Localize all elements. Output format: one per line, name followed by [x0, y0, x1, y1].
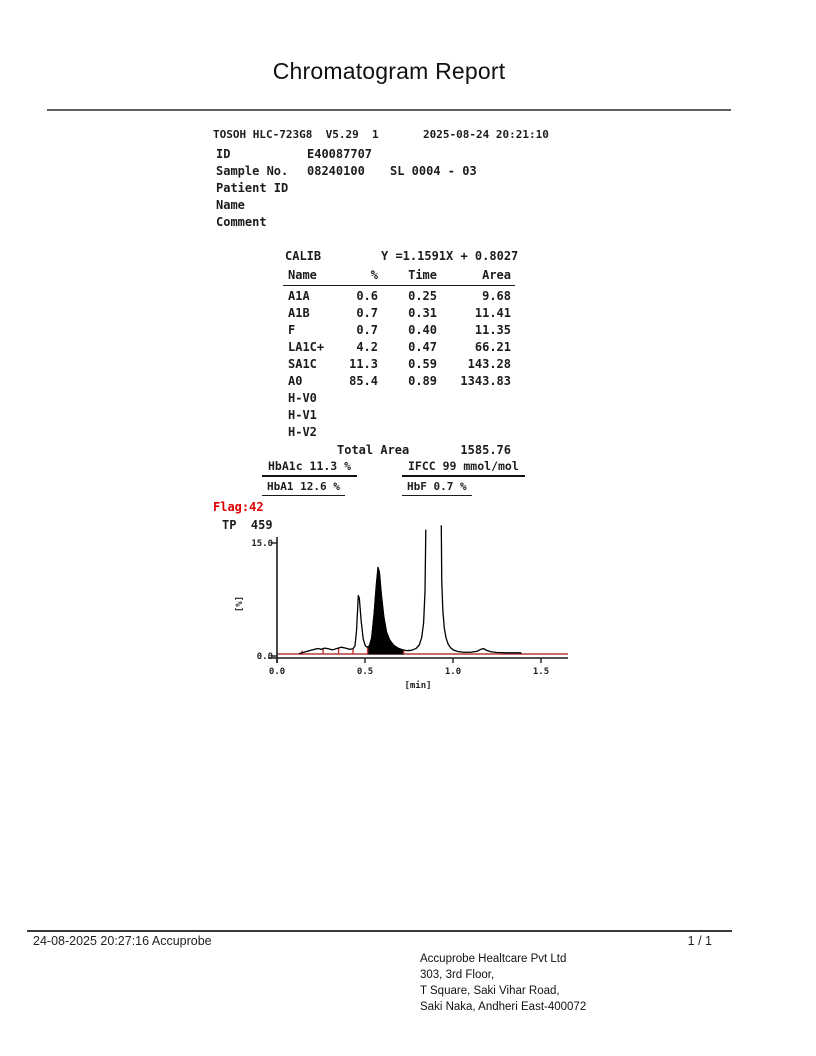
sample-sl-value: SL 0004 - 03 [390, 164, 477, 178]
address-line: 303, 3rd Floor, [420, 969, 495, 981]
calib-row-area: 11.41 [474, 306, 511, 320]
y-tick-label-top: 15.0 [251, 539, 273, 549]
chromatogram-chart: 15.0 0.0 0.0 0.5 1.0 1.5 [min] [%] [235, 525, 568, 691]
calib-label: CALIB [285, 249, 322, 263]
hbf-result: HbF 0.7 % [402, 480, 472, 496]
flag-value: Flag:42 [213, 500, 264, 514]
y-axis-label: [%] [235, 596, 245, 612]
calib-header-area: Area [482, 268, 511, 282]
footer-page-number: 1 / 1 [687, 934, 712, 948]
address-line: Accuprobe Healtcare Pvt Ltd [420, 953, 567, 965]
patient-id-label: Patient ID [216, 181, 289, 195]
header-divider [47, 109, 731, 111]
calib-row-time: 0.25 [408, 289, 437, 303]
calib-row-time: 0.89 [408, 374, 437, 388]
ifcc-result-text: IFCC 99 mmol/mol [402, 459, 525, 477]
tp-value: TP 459 [222, 518, 273, 532]
calib-row-pct: 4.2 [356, 340, 378, 354]
lab-address: Accuprobe Healtcare Pvt Ltd 303, 3rd Flo… [420, 951, 586, 1015]
calib-row-pct: 0.6 [356, 289, 378, 303]
hba1-result-text: HbA1 12.6 % [262, 480, 345, 496]
name-label: Name [216, 198, 245, 212]
calib-row-area: 1343.83 [460, 374, 511, 388]
calib-row-name: A1B [288, 306, 310, 320]
id-label: ID [216, 147, 231, 161]
x-axis-label: [min] [404, 680, 431, 691]
calib-row-time: 0.47 [408, 340, 437, 354]
footer-datetime: 24-08-2025 20:27:16 Accuprobe [33, 934, 212, 948]
chromatogram-trace [298, 529, 427, 655]
analysis-datetime: 2025-08-24 20:21:10 [423, 128, 549, 141]
hba1c-result: HbA1c 11.3 % [262, 459, 358, 477]
x-tick-label: 1.5 [533, 667, 549, 677]
hbf-result-text: HbF 0.7 % [402, 480, 472, 496]
calib-row-name: F [288, 323, 296, 337]
calib-row-name: H-V1 [288, 408, 317, 422]
calib-header-pct: % [370, 268, 378, 282]
calib-row-pct: 85.4 [349, 374, 378, 388]
ifcc-result: IFCC 99 mmol/mol [402, 459, 525, 477]
calib-equation: Y =1.1591X + 0.8027 [381, 249, 519, 263]
total-area-value: 1585.76 [460, 443, 511, 457]
calib-row-name: H-V0 [288, 391, 317, 405]
calib-row-name: SA1C [288, 357, 317, 371]
x-tick-label: 0.5 [357, 667, 373, 677]
calib-row-time: 0.40 [408, 323, 437, 337]
total-area-label: Total Area [337, 443, 410, 457]
y-tick-label-bottom: 0.0 [257, 652, 273, 662]
hba1-result: HbA1 12.6 % [262, 480, 345, 496]
hba1c-result-text: HbA1c 11.3 % [262, 459, 358, 477]
calib-row-area: 66.21 [474, 340, 511, 354]
x-tick-label: 0.0 [269, 667, 285, 677]
calib-row-name: A1A [288, 289, 310, 303]
calib-row-name: H-V2 [288, 425, 317, 439]
device-line: TOSOH HLC-723G8 V5.29 1 [213, 128, 379, 141]
calib-row-pct: 0.7 [356, 323, 378, 337]
calib-row-name: LA1C+ [288, 340, 325, 354]
calib-row-name: A0 [288, 374, 303, 388]
calib-row-time: 0.31 [408, 306, 437, 320]
calib-row-time: 0.59 [408, 357, 437, 371]
calib-row-area: 143.28 [467, 357, 511, 371]
address-line: T Square, Saki Vihar Road, [420, 985, 560, 997]
calib-row-pct: 11.3 [349, 357, 378, 371]
page-title: Chromatogram Report [272, 58, 506, 84]
calib-header-time: Time [408, 268, 437, 282]
calib-header-name: Name [288, 268, 317, 282]
calib-row-area: 11.35 [474, 323, 511, 337]
calib-header-rule [283, 285, 515, 286]
calib-row-area: 9.68 [482, 289, 511, 303]
footer-divider [27, 930, 732, 932]
footer-line: 24-08-2025 20:27:16 Accuprobe 1 / 1 [33, 934, 712, 948]
comment-label: Comment [216, 215, 267, 229]
sample-no-label: Sample No. [216, 164, 289, 178]
sample-no-value: 08240100 [307, 164, 365, 178]
sa1c-filled-peak [367, 567, 405, 655]
chromatogram-trace [440, 525, 522, 655]
calib-row-pct: 0.7 [356, 306, 378, 320]
address-line: Saki Naka, Andheri East-400072 [420, 1001, 587, 1013]
id-value: E40087707 [307, 147, 373, 161]
x-tick-label: 1.0 [445, 667, 461, 677]
